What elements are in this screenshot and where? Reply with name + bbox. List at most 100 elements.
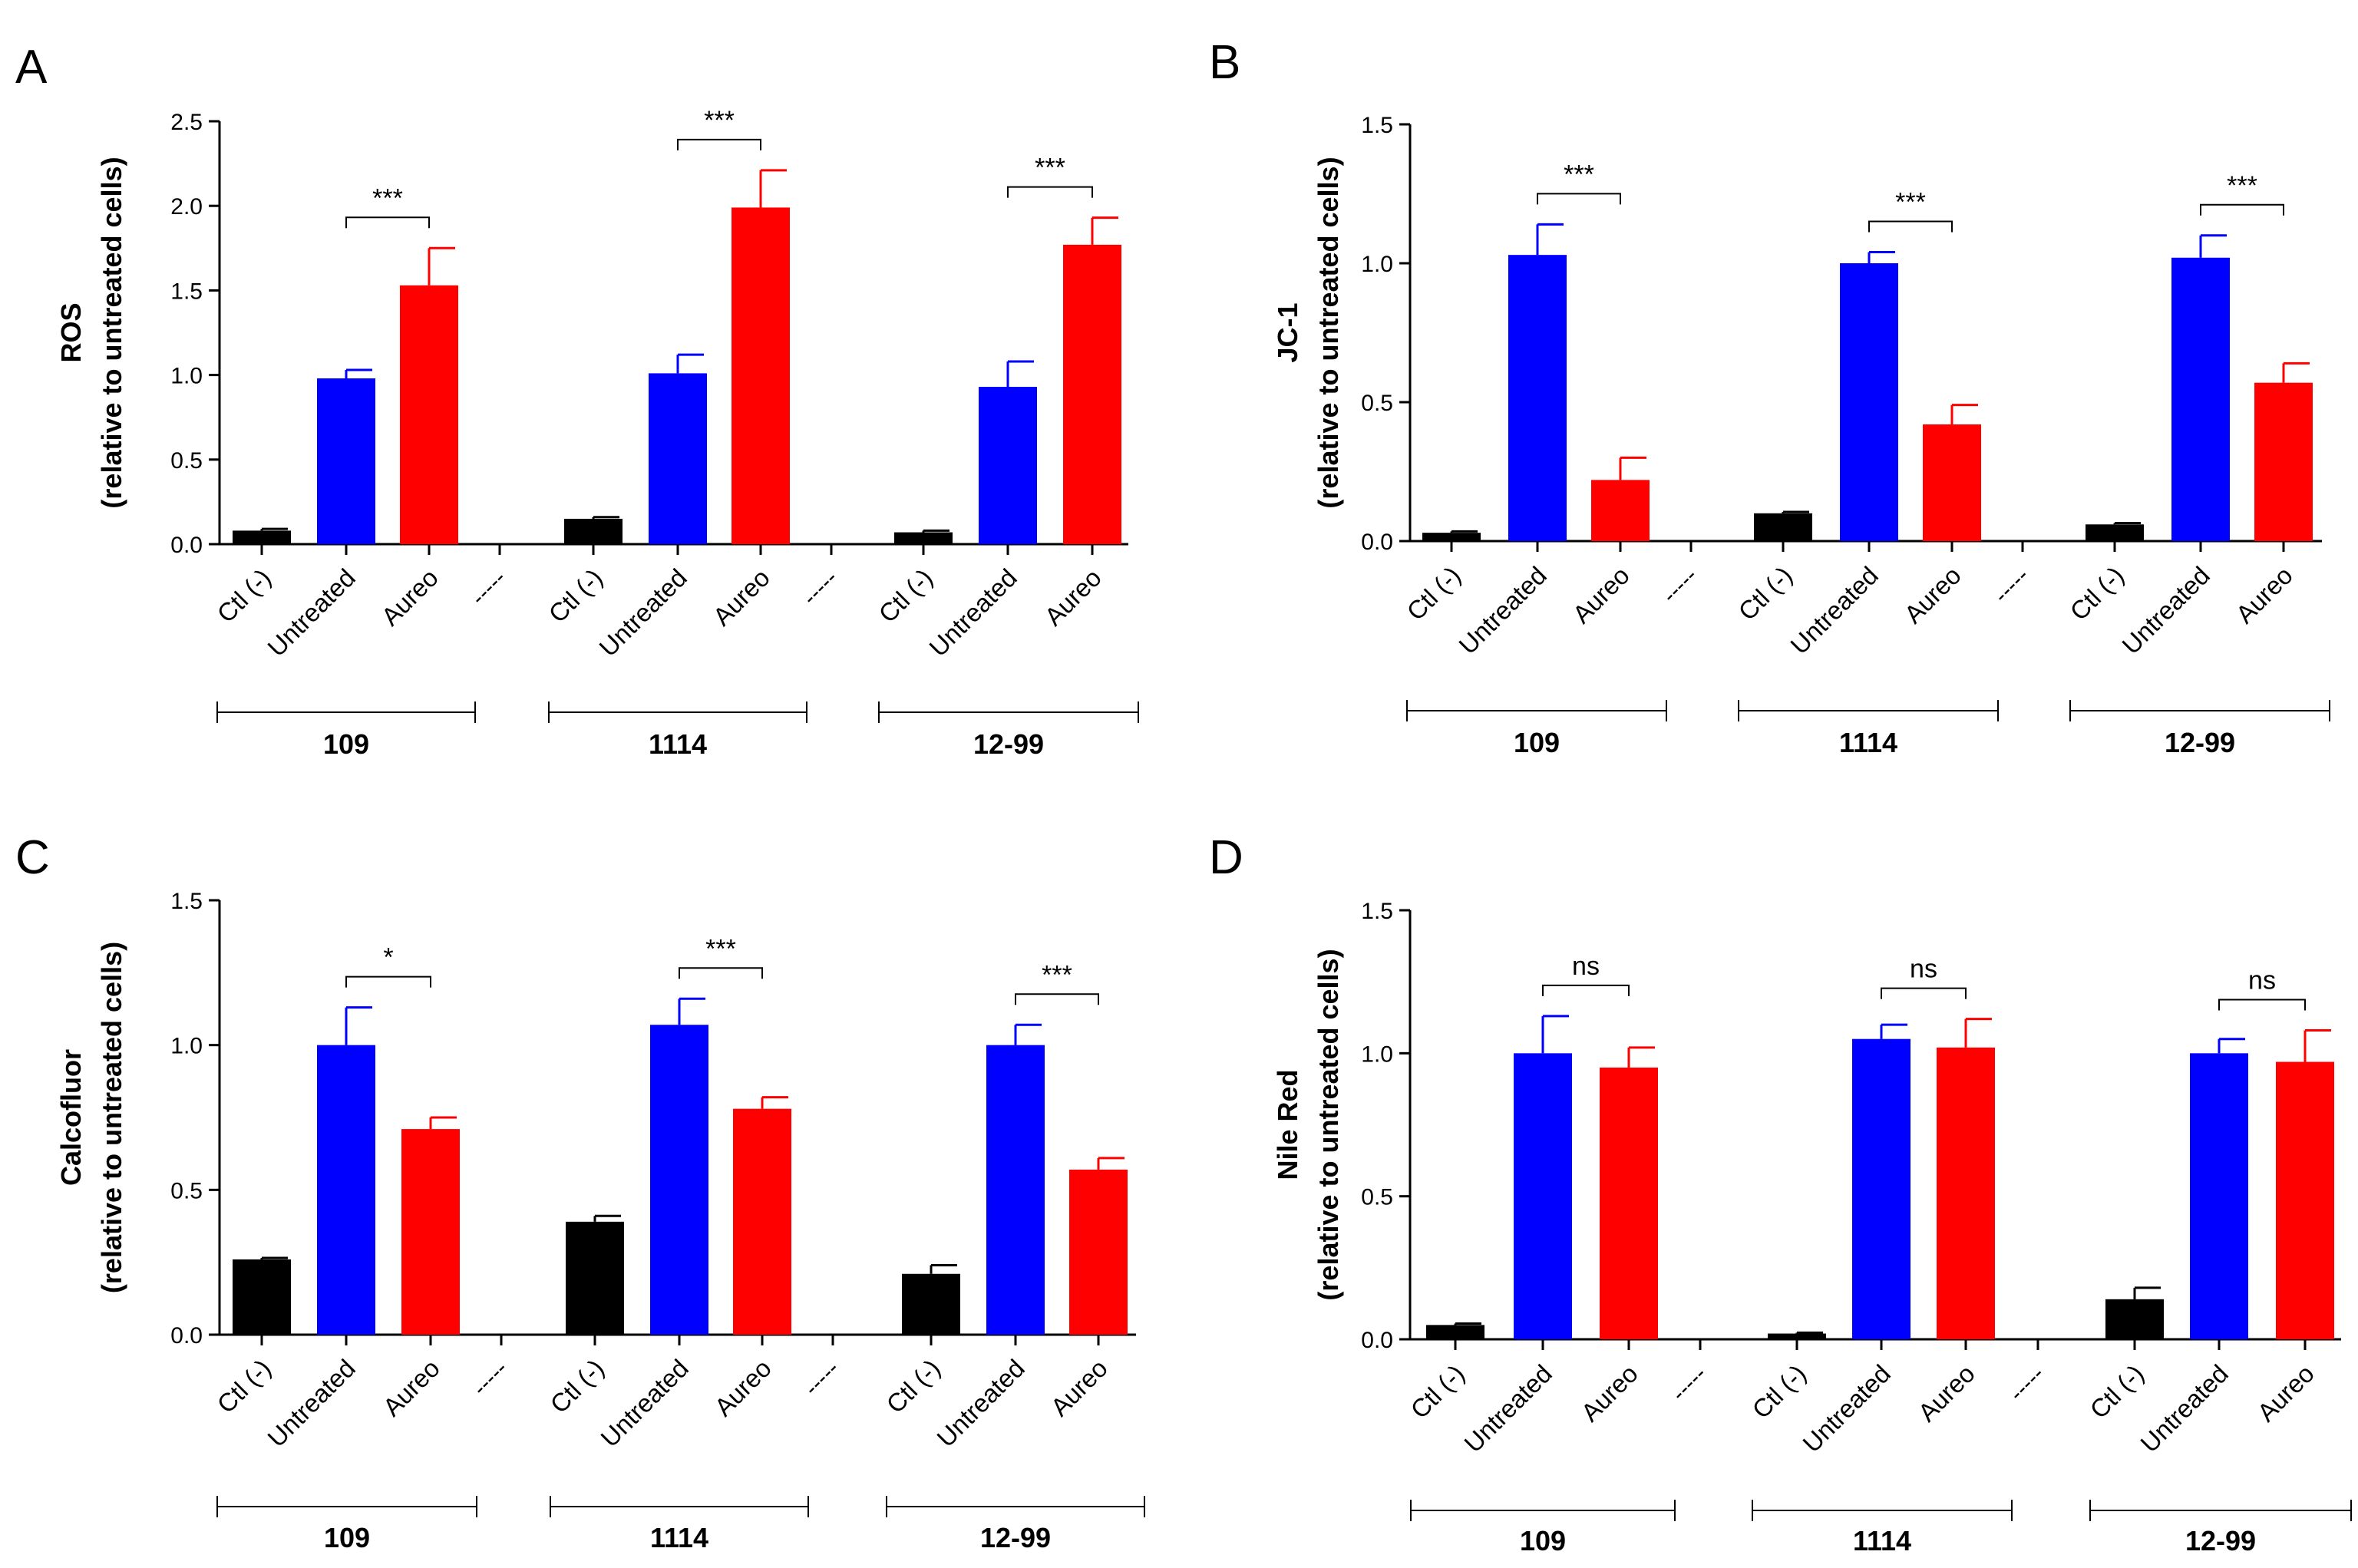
- category-label: Ctl (-): [880, 1354, 945, 1418]
- bar-109-ctl-: [233, 1259, 291, 1335]
- y-axis-label-sub: (relative to untreated cells): [96, 942, 127, 1293]
- y-tick-label: 0.0: [1361, 1328, 1393, 1353]
- separator-label: -----: [1657, 563, 1702, 609]
- category-label: Aureo: [1576, 1359, 1643, 1427]
- bar-12-99-untreated: [986, 1045, 1045, 1335]
- category-label: Ctl (-): [2084, 1359, 2148, 1424]
- category-label: Aureo: [1899, 561, 1967, 629]
- chart-panel-C: C Calcofluor (relative to untreated cells)…: [15, 831, 1145, 1553]
- bar-109-ctl-: [233, 530, 291, 544]
- significance-label: ***: [1895, 188, 1926, 217]
- category-label: Aureo: [709, 1354, 777, 1421]
- category-label: Ctl (-): [211, 1354, 276, 1418]
- y-axis-label: Calcofluor: [55, 1049, 87, 1186]
- bar-12-99-untreated: [2190, 1053, 2248, 1339]
- group-label: 12-99: [2185, 1525, 2256, 1556]
- significance-bracket: [345, 975, 431, 988]
- y-tick-label: 0.0: [170, 1323, 203, 1348]
- bar-12-99-aureo: [2254, 382, 2313, 541]
- bar-1114-ctl-: [1768, 1333, 1826, 1339]
- panel-letter: D: [1209, 831, 1243, 884]
- y-axis-label: JC-1: [1272, 302, 1303, 362]
- group-label: 109: [1514, 727, 1560, 758]
- y-axis-label: ROS: [55, 302, 87, 362]
- category-label: Untreated: [931, 1354, 1030, 1453]
- chart-panel-A: A ROS (relative to untreated cells) 0.0 0.5 1…: [15, 41, 1139, 760]
- separator-label: -----: [466, 566, 511, 611]
- significance-bracket: [2218, 999, 2306, 1011]
- category-label: Untreated: [2135, 1359, 2234, 1458]
- group-label: 12-99: [980, 1522, 1051, 1553]
- category-label: Untreated: [595, 1354, 694, 1453]
- significance-bracket: [1537, 193, 1621, 205]
- y-tick-label: 0.0: [1361, 530, 1393, 555]
- bar-1114-untreated: [649, 373, 707, 544]
- group-label: 109: [324, 1522, 370, 1553]
- group-label: 12-99: [973, 728, 1044, 760]
- bar-109-aureo: [1591, 480, 1650, 541]
- significance-bracket: [345, 216, 430, 229]
- significance-label: ***: [1035, 153, 1065, 183]
- category-label: Aureo: [2252, 1359, 2320, 1427]
- y-axis-label-sub: (relative to untreated cells): [1313, 949, 1344, 1300]
- separator-label: -----: [799, 1356, 844, 1401]
- significance-label: ns: [1572, 952, 1600, 981]
- y-tick-label: 0.5: [170, 1178, 203, 1203]
- bar-12-99-ctl-: [2086, 524, 2144, 541]
- category-label: Ctl (-): [1732, 561, 1797, 626]
- panel-letter: C: [15, 831, 50, 884]
- category-label: Untreated: [1797, 1359, 1896, 1458]
- significance-bracket: [1868, 220, 1953, 233]
- bar-1114-aureo: [1923, 424, 1981, 541]
- significance-label: ***: [704, 106, 735, 135]
- category-label: Aureo: [708, 563, 775, 631]
- bar-12-99-ctl-: [894, 532, 953, 544]
- y-tick-label: 1.0: [170, 1034, 203, 1059]
- bar-109-untreated: [317, 378, 375, 544]
- bar-109-aureo: [401, 1129, 460, 1335]
- y-tick-label: 2.5: [170, 110, 203, 135]
- group-label: 1114: [1853, 1525, 1911, 1556]
- separator-label: -----: [2004, 1362, 2049, 1407]
- category-label: Ctl (-): [1401, 561, 1465, 626]
- significance-bracket: [1007, 186, 1093, 198]
- separator-label: -----: [1666, 1362, 1712, 1407]
- y-axis-label-sub: (relative to untreated cells): [96, 157, 127, 508]
- y-tick-label: 1.0: [170, 364, 203, 389]
- significance-bracket: [2200, 203, 2284, 216]
- group-label: 12-99: [2165, 727, 2235, 758]
- bar-109-untreated: [1508, 255, 1567, 541]
- significance-label: ***: [705, 934, 736, 963]
- bar-109-untreated: [317, 1045, 375, 1335]
- y-tick-label: 2.0: [170, 194, 203, 220]
- category-label: Ctl (-): [211, 563, 276, 628]
- y-tick-label: 0.5: [170, 448, 203, 474]
- y-tick-label: 0.0: [170, 533, 203, 558]
- significance-bracket: [1881, 987, 1967, 999]
- chart-panel-D: D Nile Red (relative to untreated cells) 0.…: [1209, 831, 2352, 1556]
- significance-label: ***: [1564, 160, 1594, 189]
- bar-1114-ctl-: [566, 1221, 624, 1335]
- separator-label: -----: [1989, 563, 2034, 609]
- significance-label: ns: [2248, 966, 2276, 995]
- y-tick-label: 1.5: [170, 889, 203, 914]
- group-label: 1114: [649, 728, 707, 760]
- category-label: Aureo: [1913, 1359, 1980, 1427]
- bar-12-99-untreated: [979, 387, 1037, 544]
- category-label: Untreated: [1458, 1359, 1557, 1458]
- group-label: 109: [323, 728, 369, 760]
- category-label: Untreated: [1785, 561, 1884, 660]
- group-label: 1114: [650, 1522, 708, 1553]
- y-tick-label: 1.5: [1361, 113, 1393, 138]
- bar-1114-untreated: [650, 1025, 708, 1335]
- category-label: Aureo: [1045, 1354, 1113, 1421]
- y-tick-label: 1.5: [1361, 899, 1393, 924]
- category-label: Ctl (-): [544, 1354, 609, 1418]
- category-label: Ctl (-): [543, 563, 607, 628]
- bar-1114-aureo: [1937, 1047, 1995, 1339]
- category-label: Ctl (-): [1746, 1359, 1811, 1424]
- panel-letter: B: [1209, 36, 1240, 89]
- significance-bracket: [679, 967, 763, 979]
- bar-12-99-untreated: [2171, 257, 2230, 541]
